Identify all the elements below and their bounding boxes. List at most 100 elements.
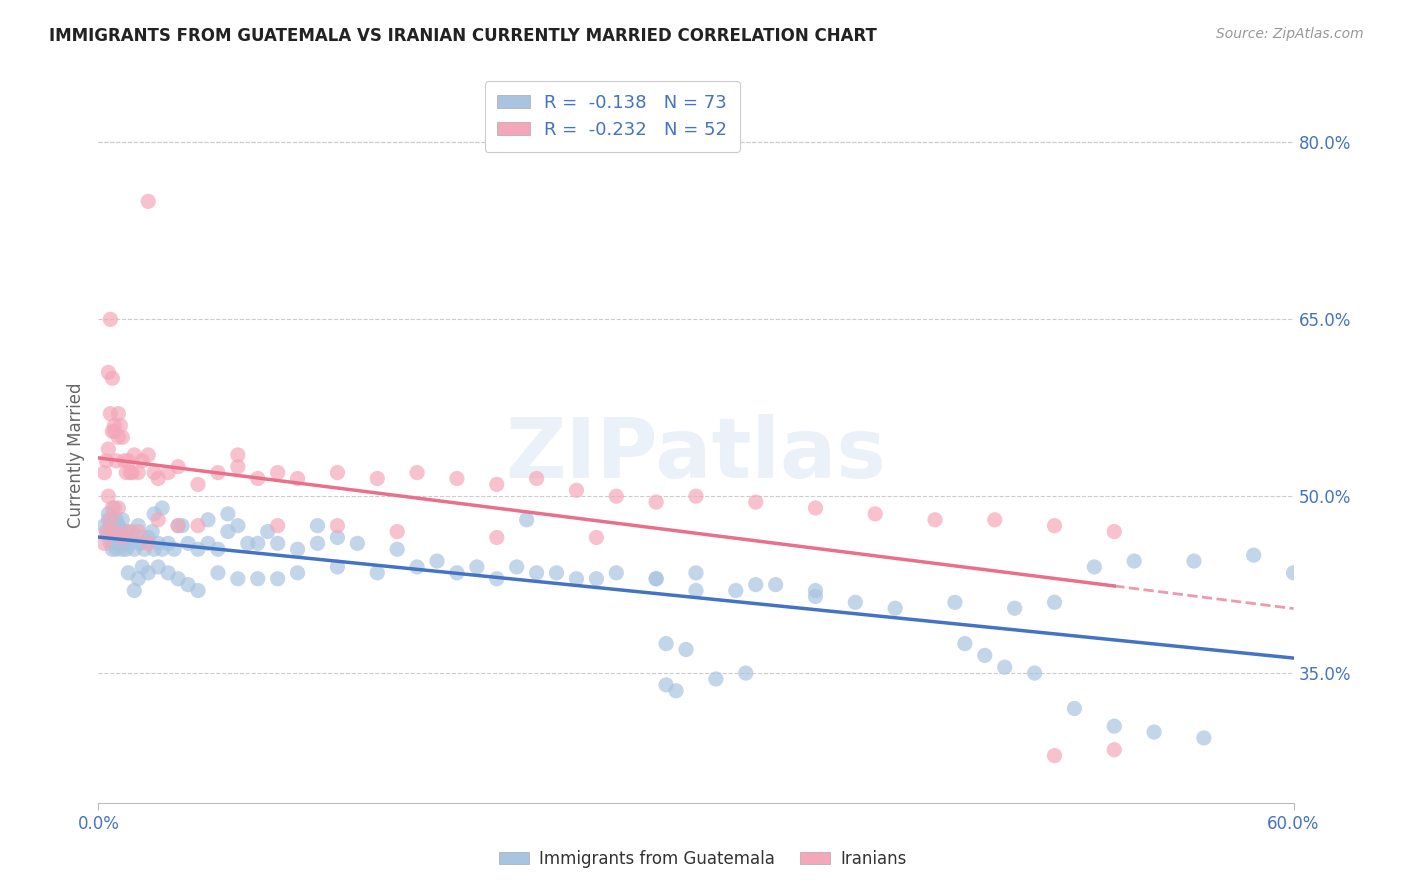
Point — [110, 524, 132, 539]
Text: IMMIGRANTS FROM GUATEMALA VS IRANIAN CURRENTLY MARRIED CORRELATION CHART: IMMIGRANTS FROM GUATEMALA VS IRANIAN CUR… — [49, 27, 877, 45]
Point — [665, 683, 688, 698]
Point — [675, 642, 697, 657]
Point — [157, 566, 180, 580]
Point — [307, 518, 329, 533]
Point — [96, 524, 118, 539]
Point — [131, 531, 153, 545]
Point — [1104, 743, 1126, 757]
Point — [655, 678, 678, 692]
Point — [506, 560, 529, 574]
Point — [994, 660, 1017, 674]
Point — [326, 531, 349, 545]
Point — [101, 425, 124, 439]
Point — [226, 448, 249, 462]
Point — [97, 365, 120, 379]
Point — [1282, 566, 1305, 580]
Point — [136, 566, 159, 580]
Point — [107, 500, 129, 515]
Point — [117, 566, 139, 580]
Point — [131, 560, 153, 574]
Point — [226, 518, 249, 533]
Point — [111, 542, 134, 557]
Point — [98, 536, 122, 550]
Point — [307, 536, 329, 550]
Point — [1104, 524, 1126, 539]
Point — [101, 371, 124, 385]
Point — [226, 459, 249, 474]
Point — [103, 500, 125, 515]
Text: ZIPatlas: ZIPatlas — [506, 415, 886, 495]
Point — [366, 471, 388, 485]
Point — [148, 560, 170, 574]
Point — [107, 518, 129, 533]
Point — [167, 572, 190, 586]
Point — [1043, 748, 1066, 763]
Point — [724, 583, 747, 598]
Point — [143, 507, 166, 521]
Point — [565, 483, 588, 498]
Point — [326, 466, 349, 480]
Point — [136, 536, 159, 550]
Point — [267, 466, 290, 480]
Point — [93, 466, 115, 480]
Point — [187, 583, 209, 598]
Point — [117, 454, 139, 468]
Point — [187, 518, 209, 533]
Point — [804, 500, 827, 515]
Point — [745, 495, 768, 509]
Point — [103, 536, 125, 550]
Point — [267, 518, 290, 533]
Point — [115, 542, 138, 557]
Point — [924, 513, 946, 527]
Point — [655, 637, 678, 651]
Point — [485, 477, 508, 491]
Point — [953, 637, 976, 651]
Point — [167, 518, 190, 533]
Point — [734, 666, 756, 681]
Legend: R =  -0.138   N = 73, R =  -0.232   N = 52: R = -0.138 N = 73, R = -0.232 N = 52 — [485, 81, 740, 152]
Point — [326, 560, 349, 574]
Point — [143, 466, 166, 480]
Point — [207, 542, 229, 557]
Point — [485, 572, 508, 586]
Point — [287, 566, 309, 580]
Point — [197, 513, 219, 527]
Point — [804, 583, 827, 598]
Point — [167, 459, 190, 474]
Point — [96, 454, 118, 468]
Point — [124, 583, 146, 598]
Point — [187, 477, 209, 491]
Point — [1143, 725, 1166, 739]
Point — [1004, 601, 1026, 615]
Point — [804, 590, 827, 604]
Point — [267, 572, 290, 586]
Point — [246, 471, 269, 485]
Point — [346, 536, 368, 550]
Point — [121, 524, 143, 539]
Point — [105, 513, 128, 527]
Point — [101, 542, 124, 557]
Point — [101, 524, 124, 539]
Y-axis label: Currently Married: Currently Married — [66, 382, 84, 528]
Point — [526, 566, 548, 580]
Point — [207, 566, 229, 580]
Point — [150, 542, 173, 557]
Point — [256, 524, 278, 539]
Point — [163, 542, 186, 557]
Point — [103, 418, 125, 433]
Point — [117, 524, 139, 539]
Text: Source: ZipAtlas.com: Source: ZipAtlas.com — [1216, 27, 1364, 41]
Point — [1192, 731, 1215, 745]
Point — [115, 466, 138, 480]
Point — [1123, 554, 1146, 568]
Point — [1083, 560, 1105, 574]
Point — [177, 536, 200, 550]
Point — [134, 542, 156, 557]
Point — [110, 536, 132, 550]
Point — [585, 531, 607, 545]
Point — [111, 531, 134, 545]
Point — [177, 577, 200, 591]
Point — [129, 536, 152, 550]
Point — [107, 430, 129, 444]
Point — [107, 518, 129, 533]
